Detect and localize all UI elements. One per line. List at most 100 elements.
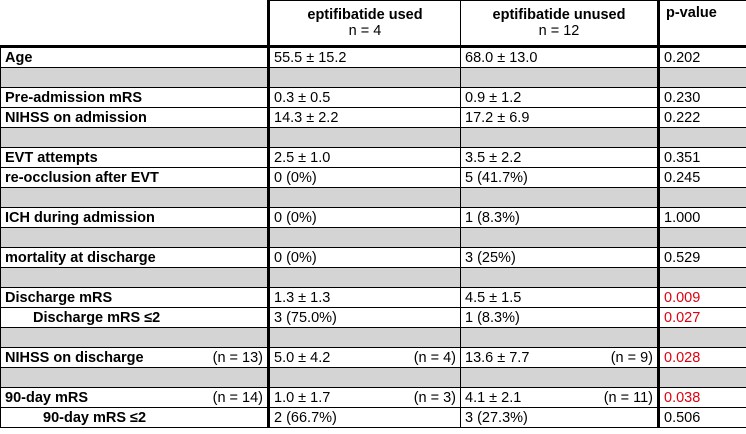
separator-cell: [0, 327, 270, 348]
row-label-cell: NIHSS on discharge (n = 13): [0, 347, 270, 368]
row-label-cell: Pre-admission mRS: [0, 87, 270, 108]
row-label-cell: 90-day mRS ≤2: [0, 407, 270, 428]
separator-cell: [0, 67, 270, 88]
unused-value: 4.1 ± 2.1: [465, 389, 522, 406]
table-row: Age 55.5 ± 15.2 68.0 ± 13.0 0.202: [0, 46, 746, 68]
p-value: 0.222: [658, 107, 746, 128]
used-value-cell: 3 (75.0%): [268, 307, 461, 328]
separator-cell: [268, 187, 461, 208]
table-header-row: eptifibatide used n = 4 eptifibatide unu…: [0, 0, 746, 48]
used-value: 1.3 ± 1.3: [274, 289, 331, 306]
separator-cell: [268, 127, 461, 148]
row-label: re-occlusion after EVT: [5, 169, 159, 186]
used-value: 1.0 ± 1.7: [274, 389, 331, 406]
separator-row: [0, 187, 746, 208]
unused-value: 17.2 ± 6.9: [465, 109, 530, 126]
separator-cell: [460, 367, 660, 388]
table-row: NIHSS on admission 14.3 ± 2.2 17.2 ± 6.9 0.…: [0, 107, 746, 128]
p-value-significant: 0.038: [658, 387, 746, 408]
row-label: ICH during admission: [5, 209, 155, 226]
used-value-cell: 55.5 ± 15.2: [268, 46, 461, 68]
p-value: 0.202: [658, 46, 746, 68]
unused-value: 0.9 ± 1.2: [465, 89, 522, 106]
header-group-used: eptifibatide used n = 4: [268, 0, 461, 48]
group-unused-n: n = 12: [538, 23, 580, 39]
separator-cell: [658, 67, 746, 88]
unused-value: 1 (8.3%): [465, 309, 520, 326]
unused-value-cell: 13.6 ± 7.7 (n = 9): [460, 347, 660, 368]
row-label-cell: Discharge mRS ≤2: [0, 307, 270, 328]
used-value-cell: 2 (66.7%): [268, 407, 461, 428]
header-label-cell: [0, 0, 270, 48]
table-row: mortality at discharge 0 (0%) 3 (25%) 0.529: [0, 247, 746, 268]
used-value-cell: 0 (0%): [268, 207, 461, 228]
unused-value-cell: 1 (8.3%): [460, 307, 660, 328]
header-group-unused: eptifibatide unused n = 12: [460, 0, 660, 48]
row-label: NIHSS on discharge: [5, 349, 144, 366]
separator-row: [0, 367, 746, 388]
separator-cell: [460, 187, 660, 208]
separator-cell: [658, 367, 746, 388]
used-value-cell: 1.3 ± 1.3: [268, 287, 461, 308]
table-row: Discharge mRS 1.3 ± 1.3 4.5 ± 1.5 0.009: [0, 287, 746, 308]
table-row: re-occlusion after EVT 0 (0%) 5 (41.7%) 0.2…: [0, 167, 746, 188]
p-value: 0.351: [658, 147, 746, 168]
p-value: 0.506: [658, 407, 746, 428]
unused-value-cell: 1 (8.3%): [460, 207, 660, 228]
unused-value-cell: 4.5 ± 1.5: [460, 287, 660, 308]
used-value-cell: 14.3 ± 2.2: [268, 107, 461, 128]
used-n: (n = 4): [413, 349, 456, 366]
separator-cell: [658, 327, 746, 348]
unused-value: 13.6 ± 7.7: [465, 349, 530, 366]
row-label-cell: 90-day mRS (n = 14): [0, 387, 270, 408]
used-value: 2.5 ± 1.0: [274, 149, 331, 166]
separator-row: [0, 227, 746, 248]
row-label-cell: re-occlusion after EVT: [0, 167, 270, 188]
header-pvalue: p-value: [658, 0, 746, 48]
separator-cell: [0, 227, 270, 248]
separator-cell: [268, 327, 461, 348]
unused-value-cell: 5 (41.7%): [460, 167, 660, 188]
unused-value-cell: 17.2 ± 6.9: [460, 107, 660, 128]
used-n: (n = 3): [413, 389, 456, 406]
used-value: 0.3 ± 0.5: [274, 89, 331, 106]
separator-cell: [658, 227, 746, 248]
unused-value: 4.5 ± 1.5: [465, 289, 522, 306]
group-used-n: n = 4: [348, 23, 382, 39]
separator-cell: [268, 227, 461, 248]
row-label-cell: Age: [0, 46, 270, 68]
used-value: 0 (0%): [274, 169, 317, 186]
row-label-cell: mortality at discharge: [0, 247, 270, 268]
table-body: Age 55.5 ± 15.2 68.0 ± 13.0 0.202 Pre-admiss…: [0, 46, 746, 428]
used-value-cell: 1.0 ± 1.7 (n = 3): [268, 387, 461, 408]
separator-row: [0, 67, 746, 88]
separator-cell: [658, 127, 746, 148]
unused-value-cell: 0.9 ± 1.2: [460, 87, 660, 108]
table-row: NIHSS on discharge (n = 13) 5.0 ± 4.2 (n = …: [0, 347, 746, 368]
separator-cell: [460, 327, 660, 348]
separator-row: [0, 327, 746, 348]
row-label: mortality at discharge: [5, 249, 156, 266]
separator-cell: [0, 367, 270, 388]
row-label-cell: Discharge mRS: [0, 287, 270, 308]
separator-cell: [268, 367, 461, 388]
row-label-cell: NIHSS on admission: [0, 107, 270, 128]
row-label-n: (n = 14): [212, 389, 263, 406]
unused-value: 5 (41.7%): [465, 169, 528, 186]
unused-value: 3.5 ± 2.2: [465, 149, 522, 166]
used-value: 0 (0%): [274, 209, 317, 226]
row-label: 90-day mRS ≤2: [43, 409, 147, 426]
separator-cell: [0, 267, 270, 288]
separator-cell: [268, 267, 461, 288]
table-row: Discharge mRS ≤2 3 (75.0%) 1 (8.3%) 0.027: [0, 307, 746, 328]
separator-cell: [460, 67, 660, 88]
unused-value: 1 (8.3%): [465, 209, 520, 226]
p-value: 0.529: [658, 247, 746, 268]
unused-value: 68.0 ± 13.0: [465, 49, 538, 66]
row-label: 90-day mRS: [5, 389, 89, 406]
unused-value-cell: 3.5 ± 2.2: [460, 147, 660, 168]
separator-cell: [268, 67, 461, 88]
row-label-n: (n = 13): [212, 349, 263, 366]
row-label: Discharge mRS: [5, 289, 113, 306]
